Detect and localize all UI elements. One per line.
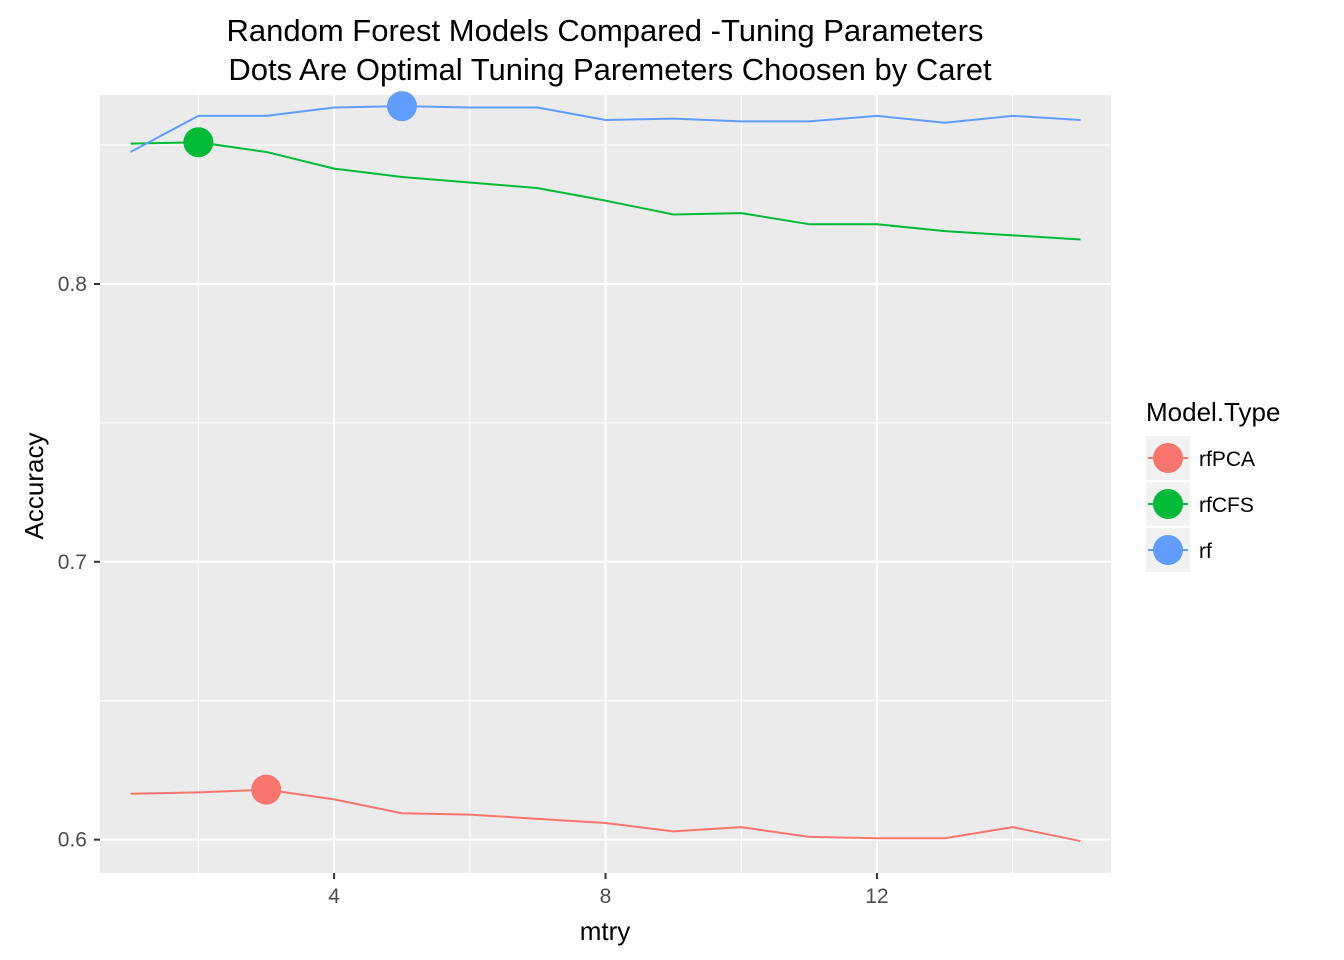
x-tick-label-1: 8 (600, 885, 612, 908)
x-tick-label-0: 4 (328, 885, 340, 908)
chart-title-line-2: Dots Are Optimal Tuning Paremeters Choos… (228, 52, 992, 87)
series-line-rfCFS (130, 141, 1081, 241)
optimal-point-rfCFS (183, 127, 214, 158)
x-axis-title: mtry (580, 916, 631, 946)
series-line-rf (130, 105, 1081, 153)
chart-title-line-1: Random Forest Models Compared -Tuning Pa… (227, 13, 984, 48)
y-tick-label-1: 0.7 (58, 551, 87, 574)
y-tick-label-0: 0.6 (58, 829, 87, 852)
series-line-rfPCA (130, 788, 1081, 843)
optimal-points (183, 91, 417, 805)
series-lines (130, 105, 1081, 843)
axes: 4 8 12 0.6 0.7 0.8 (58, 273, 889, 908)
optimal-point-rf (386, 91, 417, 122)
y-tick-label-2: 0.8 (58, 273, 87, 296)
legend-label-rfPCA: rfPCA (1199, 448, 1255, 471)
legend-label-rf: rf (1199, 540, 1212, 563)
legend-label-rfCFS: rfCFS (1199, 494, 1254, 517)
legend-key-dot-rfPCA (1153, 443, 1183, 473)
grid-lines (100, 95, 1111, 873)
x-tick-label-2: 12 (865, 885, 888, 908)
legend-title: Model.Type (1146, 397, 1280, 427)
legend-key-dot-rf (1153, 535, 1183, 565)
legend-key-dot-rfCFS (1153, 489, 1183, 519)
legend: Model.Type rfPCA rfCFS rf (1146, 397, 1280, 572)
optimal-point-rfPCA (251, 774, 282, 805)
y-axis-title: Accuracy (19, 433, 49, 540)
